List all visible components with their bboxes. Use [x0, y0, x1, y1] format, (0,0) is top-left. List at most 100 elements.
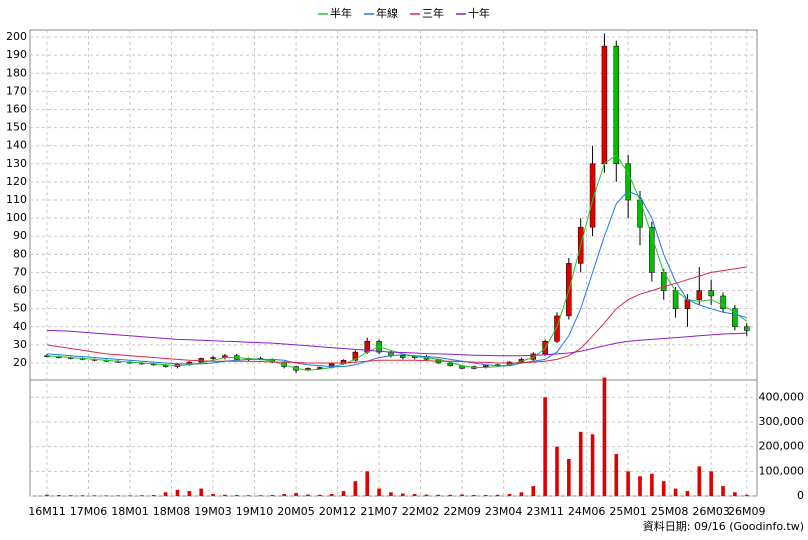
volume-bar — [472, 495, 476, 496]
volume-bar — [519, 492, 524, 496]
candle-body — [317, 367, 323, 369]
y-tick-label: 100 — [6, 211, 27, 224]
y-tick-label: 200 — [6, 30, 27, 43]
candle-body — [554, 315, 560, 342]
volume-bar — [57, 495, 61, 496]
candle-body — [483, 365, 489, 367]
moving-average-line — [46, 266, 747, 364]
volume-bar — [685, 491, 690, 496]
x-tick-label: 25M08 — [651, 505, 689, 518]
legend-label: 十年 — [468, 6, 490, 20]
y-tick-label: 120 — [6, 175, 27, 188]
moving-average-line — [46, 190, 747, 368]
candle-body — [684, 299, 691, 309]
x-tick-label: 17M06 — [70, 505, 108, 518]
x-tick-label: 18M01 — [111, 505, 149, 518]
volume-bar — [104, 495, 109, 496]
volume-bar — [638, 476, 642, 496]
volume-bar — [460, 494, 464, 496]
volume-bar — [721, 486, 725, 496]
y-tick-label: 180 — [6, 66, 27, 79]
volume-bar — [68, 495, 73, 496]
volume-bar — [45, 494, 49, 496]
moving-average-line — [46, 329, 747, 357]
y2-tick-label: 100,000 — [759, 464, 805, 477]
volume-bar — [602, 377, 607, 496]
x-tick-label: 19M03 — [194, 505, 232, 518]
y-tick-label: 140 — [6, 139, 27, 152]
y2-tick-label: 200,000 — [759, 440, 805, 453]
legend-label: 三年 — [422, 6, 444, 20]
source-note: 資料日期: 09/16 (Goodinfo.tw) — [643, 519, 804, 533]
volume-bar — [128, 495, 132, 496]
volume-bar — [673, 488, 678, 496]
y-tick-label: 80 — [13, 247, 27, 260]
volume-bar — [282, 494, 286, 496]
volume-bar — [436, 494, 441, 496]
volume-bar — [306, 494, 310, 496]
x-tick-label: 18M08 — [153, 505, 191, 518]
volume-bar — [92, 495, 97, 496]
volume-bar — [543, 397, 547, 496]
candle-body — [589, 163, 596, 228]
volume-bar — [223, 494, 227, 496]
volume-bar — [151, 495, 156, 496]
volume-bar — [389, 492, 393, 496]
volume-bar — [211, 494, 215, 496]
volume-bar — [626, 471, 630, 496]
volume-bar — [377, 488, 381, 496]
x-tick-label: 21M07 — [360, 505, 398, 518]
y-tick-label: 70 — [13, 265, 27, 278]
y-tick-label: 160 — [6, 102, 27, 115]
volume-bar — [401, 493, 405, 496]
volume-bar — [270, 495, 275, 496]
volume-bar — [567, 458, 571, 496]
volume-bar — [175, 489, 180, 496]
y-tick-label: 110 — [6, 193, 27, 206]
volume-bar — [661, 481, 666, 496]
volume-bar — [697, 466, 702, 496]
x-tick-label: 22M09 — [443, 505, 481, 518]
y2-tick-label: 400,000 — [759, 390, 805, 403]
y-tick-label: 90 — [13, 229, 27, 242]
candle-body — [352, 351, 359, 361]
volume-bar — [246, 495, 251, 496]
volume-bar — [614, 454, 619, 496]
volume-bar — [424, 494, 429, 496]
volume-bar — [199, 488, 203, 496]
candle-body — [708, 290, 714, 297]
volume-bar — [448, 494, 453, 496]
x-tick-label: 16M11 — [28, 505, 66, 518]
y-tick-label: 30 — [13, 338, 27, 351]
volume-bar — [555, 446, 559, 496]
volume-bar — [294, 493, 298, 496]
candle-body — [601, 45, 608, 165]
candle-body — [613, 45, 620, 165]
x-tick-label: 23M11 — [526, 505, 564, 518]
legend-label: 半年 — [330, 6, 352, 20]
y-tick-label: 130 — [6, 157, 27, 170]
x-tick-label: 22M02 — [402, 505, 440, 518]
volume-bar — [365, 471, 370, 496]
x-tick-label: 23M04 — [485, 505, 523, 518]
candle-body — [649, 226, 655, 273]
candle-body — [447, 362, 453, 366]
y2-tick-label: 300,000 — [759, 415, 805, 428]
volume-bar — [234, 495, 239, 496]
x-tick-label: 19M10 — [236, 505, 274, 518]
candle-body — [696, 290, 703, 300]
y-tick-label: 170 — [6, 84, 27, 97]
y-tick-label: 50 — [13, 302, 27, 315]
y-tick-label: 20 — [13, 356, 27, 369]
x-tick-label: 20M12 — [319, 505, 357, 518]
volume-bar — [258, 495, 263, 496]
volume-bar — [590, 434, 595, 496]
x-tick-label: 25M01 — [609, 505, 647, 518]
candle-body — [672, 290, 679, 309]
plot-frame — [29, 29, 758, 497]
volume-bar — [329, 494, 334, 496]
x-tick-label: 26M03 — [692, 505, 730, 518]
volume-bar — [163, 492, 168, 496]
y-tick-label: 190 — [6, 48, 27, 61]
